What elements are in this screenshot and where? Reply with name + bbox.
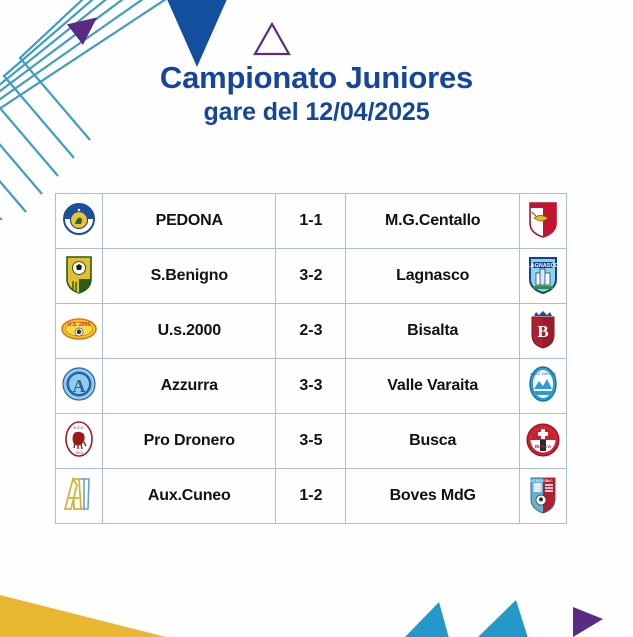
home-team-name: Azzurra (102, 358, 277, 414)
us2000-crest-icon: U.S. 2000 (60, 308, 98, 350)
home-logo-cell (54, 248, 104, 304)
purple-outline-triangle-icon (253, 22, 291, 56)
svg-text:BUSCA: BUSCA (535, 444, 552, 449)
poster-title-block: Campionato Juniores gare del 12/04/2025 (0, 60, 633, 126)
away-team-name: Busca (345, 413, 520, 469)
navy-down-triangle-icon (155, 0, 239, 67)
away-logo-cell: LAGNASCO (518, 248, 568, 304)
home-team-name: Pro Dronero (102, 413, 277, 469)
home-logo-cell: A (54, 358, 104, 414)
page-title: Campionato Juniores (159, 60, 474, 95)
azzurra-crest-icon: A (60, 363, 98, 405)
lagnasco-crest-icon: LAGNASCO (524, 253, 562, 295)
pro-dronero-crest-icon: A.S.D. 1913 (60, 418, 98, 460)
table-row[interactable]: A Azzurra 3-3 Valle Varaita VALLE VA (54, 358, 568, 414)
away-logo-cell (518, 193, 568, 249)
svg-text:1913: 1913 (75, 451, 83, 455)
away-team-name: Lagnasco (345, 248, 520, 304)
svg-text:U.S. 2000: U.S. 2000 (68, 322, 90, 328)
home-logo-cell: U.S. 2000 (54, 303, 104, 359)
table-row[interactable]: S.Benigno 3-2 Lagnasco LAGNASCO (54, 248, 568, 304)
match-score: 1-2 (275, 468, 347, 524)
away-logo-cell: B (518, 303, 568, 359)
svg-text:VALLE VARAITA: VALLE VARAITA (530, 372, 557, 376)
cyan-triangle-right-icon (477, 600, 528, 637)
away-logo-cell: BUSCA (518, 413, 568, 469)
home-logo-cell (54, 193, 104, 249)
away-logo-cell: VALLE VARAITA (518, 358, 568, 414)
home-team-name: U.s.2000 (102, 303, 277, 359)
cyan-triangle-left-icon (404, 602, 449, 637)
bisalta-crest-icon: B (524, 308, 562, 350)
away-team-name: Valle Varaita (345, 358, 520, 414)
away-logo-cell: S.AD BOVES MdG (518, 468, 568, 524)
home-team-name: PEDONA (102, 193, 277, 249)
home-logo-cell: A.S.D. 1913 (54, 413, 104, 469)
pedona-crest-icon (60, 198, 98, 240)
table-row[interactable]: A.S.D. 1913 Pro Dronero 3-5 Busca (54, 413, 568, 469)
page-subtitle: gare del 12/04/2025 (203, 97, 430, 126)
match-score: 3-5 (275, 413, 347, 469)
match-score: 1-1 (275, 193, 347, 249)
mg-centallo-crest-icon (524, 198, 562, 240)
svg-text:B: B (537, 322, 548, 341)
away-team-name: M.G.Centallo (345, 193, 520, 249)
home-team-name: S.Benigno (102, 248, 277, 304)
purple-small-triangle-icon (66, 7, 106, 45)
results-table: PEDONA 1-1 M.G.Centallo (54, 193, 568, 524)
away-team-name: Bisalta (345, 303, 520, 359)
svg-text:A.S.D.: A.S.D. (74, 426, 85, 430)
busca-crest-icon: BUSCA (524, 418, 562, 460)
valle-varaita-crest-icon: VALLE VARAITA (524, 363, 562, 405)
table-row[interactable]: U.S. 2000 U.s.2000 2-3 Bisalta (54, 303, 568, 359)
s-benigno-crest-icon (60, 253, 98, 295)
svg-text:A: A (73, 376, 86, 396)
home-team-name: Aux.Cuneo (102, 468, 277, 524)
svg-text:LAGNASCO: LAGNASCO (527, 263, 559, 269)
match-score: 2-3 (275, 303, 347, 359)
boves-mdg-crest-icon: S.AD BOVES MdG (524, 473, 562, 515)
yellow-triangle-decoration (0, 595, 167, 637)
table-row[interactable]: Aux.Cuneo 1-2 Boves MdG S.AD BOVES MdG (54, 468, 568, 524)
table-row[interactable]: PEDONA 1-1 M.G.Centallo (54, 193, 568, 249)
aux-cuneo-crest-icon (60, 473, 98, 515)
match-score: 3-3 (275, 358, 347, 414)
svg-text:MdG: MdG (545, 479, 553, 483)
svg-text:S.AD BOVES: S.AD BOVES (527, 479, 548, 483)
home-logo-cell (54, 468, 104, 524)
purple-triangle-bottom-icon (573, 607, 603, 637)
match-score: 3-2 (275, 248, 347, 304)
away-team-name: Boves MdG (345, 468, 520, 524)
